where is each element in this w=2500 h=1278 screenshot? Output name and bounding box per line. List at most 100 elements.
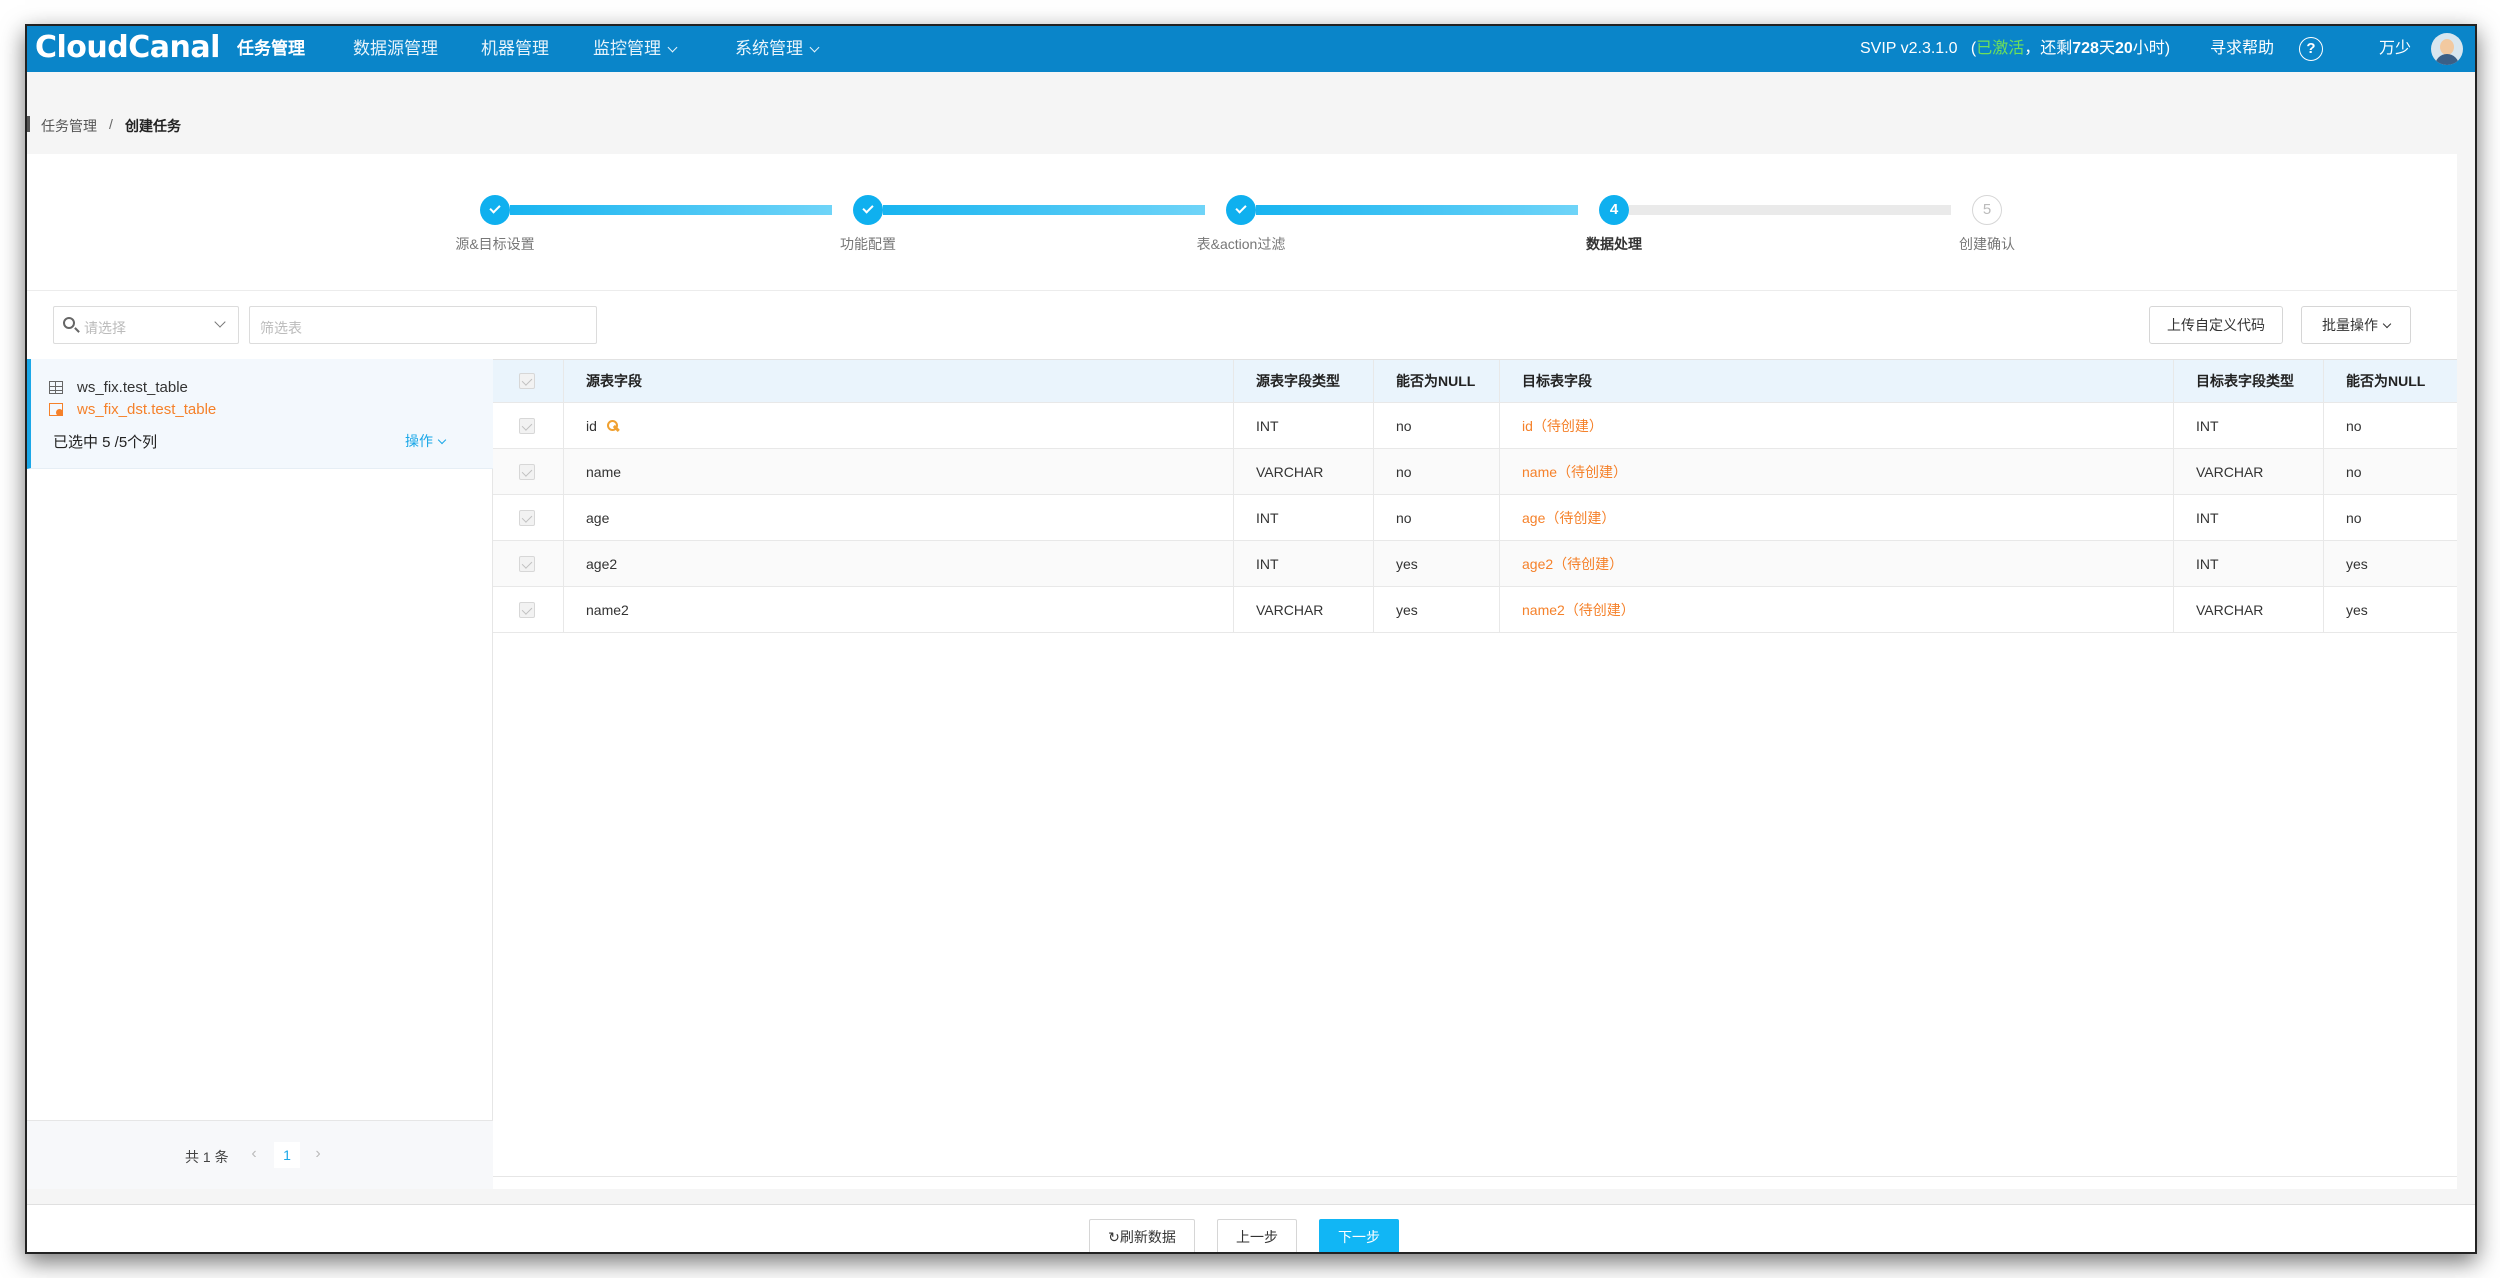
table-list-item[interactable]: ws_fix.test_table ws_fix_dst.test_table … xyxy=(27,359,493,469)
breadcrumb-task-management[interactable]: 任务管理 xyxy=(41,118,97,134)
target-nullable: no xyxy=(2323,403,2457,448)
top-navbar: CloudCanal 任务管理 数据源管理 机器管理 监控管理 系统管理 SVI… xyxy=(27,26,2475,72)
app-window: CloudCanal 任务管理 数据源管理 机器管理 监控管理 系统管理 SVI… xyxy=(25,24,2477,1254)
step-4-number: 4 xyxy=(1599,195,1629,225)
target-table-name: ws_fix_dst.test_table xyxy=(77,401,217,418)
step-2-check-icon xyxy=(853,195,883,225)
upload-custom-code-button[interactable]: 上传自定义代码 xyxy=(2149,306,2283,344)
refresh-data-button[interactable]: ↻刷新数据 xyxy=(1089,1219,1195,1252)
source-nullable: no xyxy=(1373,449,1499,494)
activated-label: 已激活 xyxy=(1976,40,2025,57)
col-target-nullable: 能否为NULL xyxy=(2323,360,2457,402)
source-nullable: no xyxy=(1373,495,1499,540)
step-label-table-filter: 表&action过滤 xyxy=(1196,236,1286,252)
target-type: VARCHAR xyxy=(2173,587,2323,632)
step-1-check-icon xyxy=(480,195,510,225)
target-type: VARCHAR xyxy=(2173,449,2323,494)
pagination-total: 共 1 条 xyxy=(185,1149,229,1165)
license-status: SVIP v2.3.1.0 (已激活，还剩728天20小时) xyxy=(1860,40,2171,57)
step-label-function-config: 功能配置 xyxy=(840,236,896,252)
avatar[interactable] xyxy=(2431,33,2463,65)
source-nullable: yes xyxy=(1373,541,1499,586)
step-progress: 4 5 源&目标设置 功能配置 表&action过滤 数据处理 创建确认 xyxy=(27,154,2457,291)
table-filter-input[interactable]: 筛选表 xyxy=(249,306,597,344)
help-icon[interactable]: ? xyxy=(2299,37,2323,61)
select-all-checkbox[interactable] xyxy=(519,373,535,389)
help-link[interactable]: 寻求帮助 xyxy=(2210,40,2275,57)
target-type: INT xyxy=(2173,495,2323,540)
step-line-2 xyxy=(883,205,1205,215)
row-checkbox[interactable] xyxy=(519,464,535,480)
page-number[interactable]: 1 xyxy=(274,1142,300,1168)
chevron-down-icon xyxy=(437,435,447,445)
user-name[interactable]: 万少 xyxy=(2379,40,2412,57)
nav-system-management[interactable]: 系统管理 xyxy=(735,26,820,72)
target-nullable: yes xyxy=(2323,587,2457,632)
nav-monitor-management[interactable]: 监控管理 xyxy=(593,26,678,72)
row-checkbox[interactable] xyxy=(519,418,535,434)
source-field: name xyxy=(563,449,1233,494)
nav-datasource-management[interactable]: 数据源管理 xyxy=(353,39,438,58)
step-label-confirm: 创建确认 xyxy=(1959,236,2015,252)
pagination: 共 1 条 ‹ 1 › xyxy=(27,1120,493,1189)
source-field: age2 xyxy=(563,541,1233,586)
chevron-down-icon xyxy=(214,316,226,328)
refresh-icon: ↻ xyxy=(1108,1229,1120,1245)
table-row: name2 VARCHAR yes name2（待创建） VARCHAR yes xyxy=(493,587,2457,633)
breadcrumb-create-task: 创建任务 xyxy=(125,118,181,134)
breadcrumb: 任务管理 / 创建任务 xyxy=(27,72,2475,152)
target-field[interactable]: age2（待创建） xyxy=(1499,541,2173,586)
col-source-type: 源表字段类型 xyxy=(1233,360,1373,402)
row-checkbox[interactable] xyxy=(519,556,535,572)
table-row: age INT no age（待创建） INT no xyxy=(493,495,2457,541)
table-row: id INT no id（待创建） INT no xyxy=(493,403,2457,449)
primary-key-icon xyxy=(606,419,619,432)
table-operation-dropdown[interactable]: 操作 xyxy=(405,431,447,451)
step-5-number: 5 xyxy=(1972,195,2002,225)
footer-actions: ↻刷新数据 上一步 下一步 xyxy=(27,1204,2475,1252)
source-type: VARCHAR xyxy=(1233,449,1373,494)
prev-page-icon[interactable]: ‹ xyxy=(251,1145,257,1162)
search-icon xyxy=(63,317,75,329)
table-list-panel: ws_fix.test_table ws_fix_dst.test_table … xyxy=(27,359,493,1189)
chevron-down-icon xyxy=(2382,319,2392,329)
target-field[interactable]: age（待创建） xyxy=(1499,495,2173,540)
source-nullable: no xyxy=(1373,403,1499,448)
previous-step-button[interactable]: 上一步 xyxy=(1217,1219,1297,1252)
source-field: age xyxy=(563,495,1233,540)
source-type: VARCHAR xyxy=(1233,587,1373,632)
field-mapping-table: 源表字段 源表字段类型 能否为NULL 目标表字段 目标表字段类型 能否为NUL… xyxy=(493,359,2457,1177)
target-nullable: yes xyxy=(2323,541,2457,586)
target-nullable: no xyxy=(2323,495,2457,540)
step-label-source-target: 源&目标设置 xyxy=(455,236,535,252)
next-page-icon[interactable]: › xyxy=(315,1145,321,1162)
table-row: name VARCHAR no name（待创建） VARCHAR no xyxy=(493,449,2457,495)
row-checkbox[interactable] xyxy=(519,510,535,526)
chevron-down-icon xyxy=(667,42,678,53)
logo: CloudCanal xyxy=(35,30,220,65)
nav-machine-management[interactable]: 机器管理 xyxy=(481,39,549,58)
batch-operation-button[interactable]: 批量操作 xyxy=(2301,306,2411,344)
database-select[interactable]: 请选择 xyxy=(53,306,239,344)
table-row: age2 INT yes age2（待创建） INT yes xyxy=(493,541,2457,587)
target-field[interactable]: name2（待创建） xyxy=(1499,587,2173,632)
row-checkbox[interactable] xyxy=(519,602,535,618)
source-table-name: ws_fix.test_table xyxy=(77,379,188,396)
target-table-icon xyxy=(49,403,63,416)
source-field: name2 xyxy=(563,587,1233,632)
table-icon xyxy=(49,381,63,394)
target-field[interactable]: name（待创建） xyxy=(1499,449,2173,494)
target-type: INT xyxy=(2173,541,2323,586)
next-step-button[interactable]: 下一步 xyxy=(1319,1219,1399,1252)
target-nullable: no xyxy=(2323,449,2457,494)
source-type: INT xyxy=(1233,495,1373,540)
nav-task-management[interactable]: 任务管理 xyxy=(237,39,305,58)
table-header: 源表字段 源表字段类型 能否为NULL 目标表字段 目标表字段类型 能否为NUL… xyxy=(493,360,2457,403)
step-3-check-icon xyxy=(1226,195,1256,225)
source-type: INT xyxy=(1233,541,1373,586)
step-label-data-processing: 数据处理 xyxy=(1586,236,1642,252)
step-line-4 xyxy=(1629,205,1951,215)
target-field[interactable]: id（待创建） xyxy=(1499,403,2173,448)
col-source-field: 源表字段 xyxy=(563,360,1233,402)
chevron-down-icon xyxy=(809,42,820,53)
